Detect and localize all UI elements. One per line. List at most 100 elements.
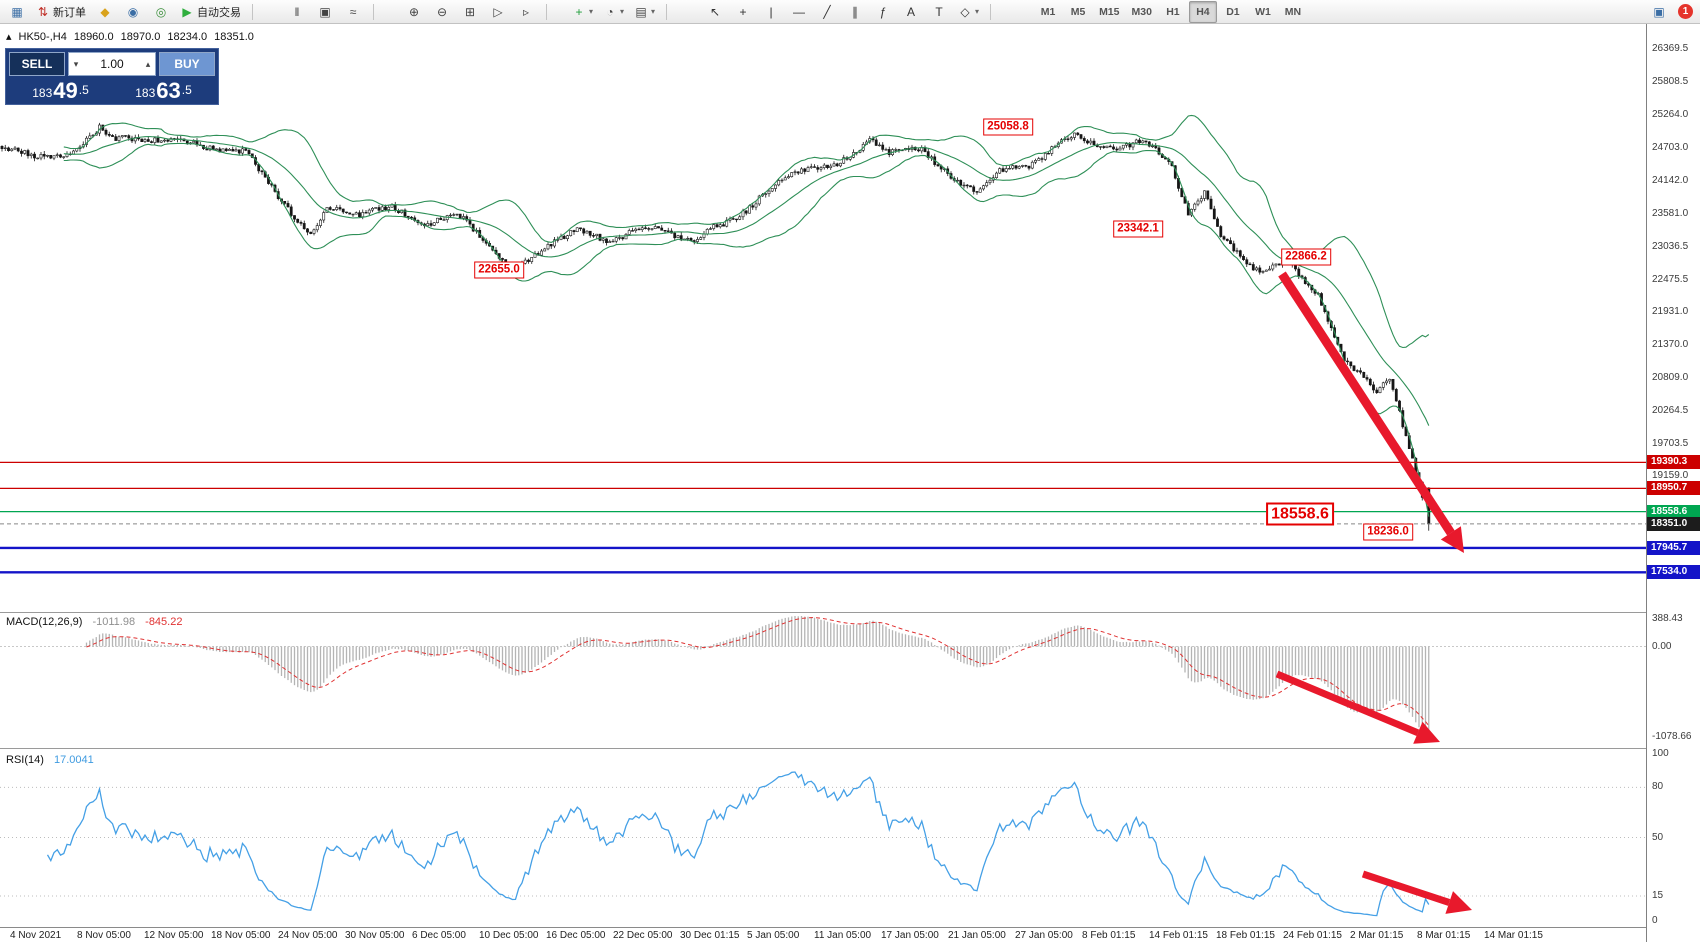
bollinger-middle-band xyxy=(63,135,1430,426)
caret-down-icon: ▾ xyxy=(975,7,980,16)
chart-shift-button[interactable]: ▹ xyxy=(513,1,539,23)
buy-price-prefix: 183 xyxy=(135,86,156,100)
tf-m1[interactable]: M1 xyxy=(1040,5,1056,18)
trend-arrow[interactable] xyxy=(1278,271,1464,553)
horizontal-line-button[interactable]: — xyxy=(786,1,812,23)
price-scale-label: 24142.0 xyxy=(1652,175,1689,186)
tf-h1[interactable]: H1 xyxy=(1166,5,1180,18)
collapse-triangle-icon[interactable]: ▴ xyxy=(6,31,12,43)
macd-scale-label: -1078.66 xyxy=(1652,731,1692,742)
tf-m5[interactable]: M5 xyxy=(1070,5,1086,18)
rsi-scale-label: 0 xyxy=(1652,915,1658,926)
fibonacci-button[interactable]: ƒ xyxy=(870,1,896,23)
tf-mn[interactable]: MN xyxy=(1284,5,1302,18)
tf-d1[interactable]: D1 xyxy=(1226,5,1240,18)
macd-signal-value: -845.22 xyxy=(145,616,183,628)
price-callout[interactable]: 18236.0 xyxy=(1363,523,1413,541)
toolbar-separator xyxy=(373,3,374,20)
messages-button[interactable]: ▣ xyxy=(1646,1,1672,23)
one-click-trading-widget: SELL ▾ 1.00 ▴ BUY 183 49 .5 183 63 .5 xyxy=(5,48,219,105)
notification-badge[interactable]: 1 xyxy=(1678,4,1693,19)
price-tag: 17534.0 xyxy=(1647,565,1700,579)
time-label: 4 Nov 2021 xyxy=(10,930,62,941)
trendline-button[interactable]: ╱ xyxy=(814,1,840,23)
time-label: 8 Feb 01:15 xyxy=(1082,930,1136,941)
new-order-button[interactable]: ⇅ 新订单 xyxy=(32,1,90,23)
chart-region[interactable]: ▴ HK50-,H4 18960.0 18970.0 18234.0 18351… xyxy=(0,24,1646,942)
new-chart-button[interactable]: ▦ xyxy=(4,1,30,23)
volume-input[interactable]: ▾ 1.00 ▴ xyxy=(68,52,156,76)
macd-signal-line xyxy=(86,617,1430,726)
auto-scroll-button[interactable]: ▷ xyxy=(485,1,511,23)
price-scale[interactable]: 26369.5 25808.5 25264.0 24703.0 24142.0 23581… xyxy=(1646,24,1700,942)
price-scale-label: 24703.0 xyxy=(1652,142,1689,153)
rsi-value: 17.0041 xyxy=(53,754,94,766)
cursor-button[interactable]: ↖ xyxy=(702,1,728,23)
tf-m30[interactable]: M30 xyxy=(1131,5,1152,18)
auto-trading-button[interactable]: ▶ 自动交易 xyxy=(176,1,245,23)
tf-m15[interactable]: M15 xyxy=(1099,5,1120,18)
zoom-in-icon: ⊕ xyxy=(408,4,420,19)
zoom-out-icon: ⊖ xyxy=(436,4,448,19)
price-scale-label: 20809.0 xyxy=(1652,372,1689,383)
periods-button[interactable]: ◔ ▾ xyxy=(599,1,628,23)
shapes-button[interactable]: ◇ ▾ xyxy=(954,1,983,23)
metaeditor-button[interactable]: ◆ xyxy=(92,1,118,23)
shapes-icon: ◇ xyxy=(960,4,970,19)
vertical-line-button[interactable]: | xyxy=(758,1,784,23)
ohlc-low: 18234.0 xyxy=(167,30,208,43)
tf-h4[interactable]: H4 xyxy=(1188,0,1217,23)
label-button[interactable]: T xyxy=(926,1,952,23)
sell-price: 183 49 .5 xyxy=(9,79,112,102)
sell-button[interactable]: SELL xyxy=(9,52,65,76)
price-callout[interactable]: 25058.8 xyxy=(983,118,1033,136)
rsi-scale-label: 15 xyxy=(1652,890,1664,901)
bar-chart-button[interactable]: ‖ xyxy=(284,1,310,23)
text-button[interactable]: A xyxy=(898,1,924,23)
market-watch-button[interactable]: ◉ xyxy=(120,1,146,23)
indicators-icon: + xyxy=(575,4,583,19)
price-scale-label: 19703.5 xyxy=(1652,438,1689,449)
time-axis[interactable]: 4 Nov 2021 8 Nov 05:00 12 Nov 05:00 18 Nov … xyxy=(0,927,1646,942)
time-label: 12 Nov 05:00 xyxy=(144,930,204,941)
new-chart-icon: ▦ xyxy=(11,4,23,19)
zoom-in-button[interactable]: ⊕ xyxy=(401,1,427,23)
price-scale-label: 21931.0 xyxy=(1652,306,1689,317)
zoom-out-button[interactable]: ⊖ xyxy=(429,1,455,23)
rsi-line xyxy=(46,771,1430,917)
price-callout[interactable]: 18558.6 xyxy=(1266,502,1334,526)
crosshair-button[interactable]: + xyxy=(730,1,756,23)
chart-canvas[interactable] xyxy=(0,24,1646,942)
line-chart-button[interactable]: ≈ xyxy=(340,1,366,23)
caret-down-icon: ▾ xyxy=(589,7,594,16)
time-label: 14 Feb 01:15 xyxy=(1149,930,1208,941)
vertical-line-icon: | xyxy=(769,4,773,19)
rsi-name: RSI(14) xyxy=(6,754,44,766)
indicators-button[interactable]: + ▾ xyxy=(568,1,597,23)
symbol-timeframe: HK50-,H4 xyxy=(18,30,67,43)
time-label: 22 Dec 05:00 xyxy=(613,930,673,941)
buy-price-big-digits: 63 xyxy=(156,78,181,103)
price-callout[interactable]: 23342.1 xyxy=(1113,220,1163,238)
price-callout[interactable]: 22655.0 xyxy=(474,261,524,279)
candlestick-chart-button[interactable]: ▣ xyxy=(312,1,338,23)
macd-value: -1011.98 xyxy=(92,616,136,628)
channel-button[interactable]: ∥ xyxy=(842,1,868,23)
tile-windows-button[interactable]: ⊞ xyxy=(457,1,483,23)
volume-decrease-icon[interactable]: ▾ xyxy=(73,58,79,69)
tf-w1[interactable]: W1 xyxy=(1255,5,1271,18)
data-window-button[interactable]: ◎ xyxy=(148,1,174,23)
macd-name: MACD(12,26,9) xyxy=(6,616,83,628)
rsi-scale-label: 100 xyxy=(1652,748,1669,759)
price-callout[interactable]: 22866.2 xyxy=(1281,248,1331,266)
templates-button[interactable]: ▤ ▾ xyxy=(630,1,659,23)
text-icon: A xyxy=(907,4,916,19)
volume-value: 1.00 xyxy=(100,57,124,71)
trend-arrow[interactable] xyxy=(1275,670,1440,744)
trend-arrow[interactable] xyxy=(1361,870,1472,914)
trendline-icon: ╱ xyxy=(823,4,831,19)
toolbar-separator xyxy=(546,3,547,20)
volume-increase-icon[interactable]: ▴ xyxy=(145,58,151,69)
channel-icon: ∥ xyxy=(852,4,859,19)
buy-button[interactable]: BUY xyxy=(159,52,215,76)
